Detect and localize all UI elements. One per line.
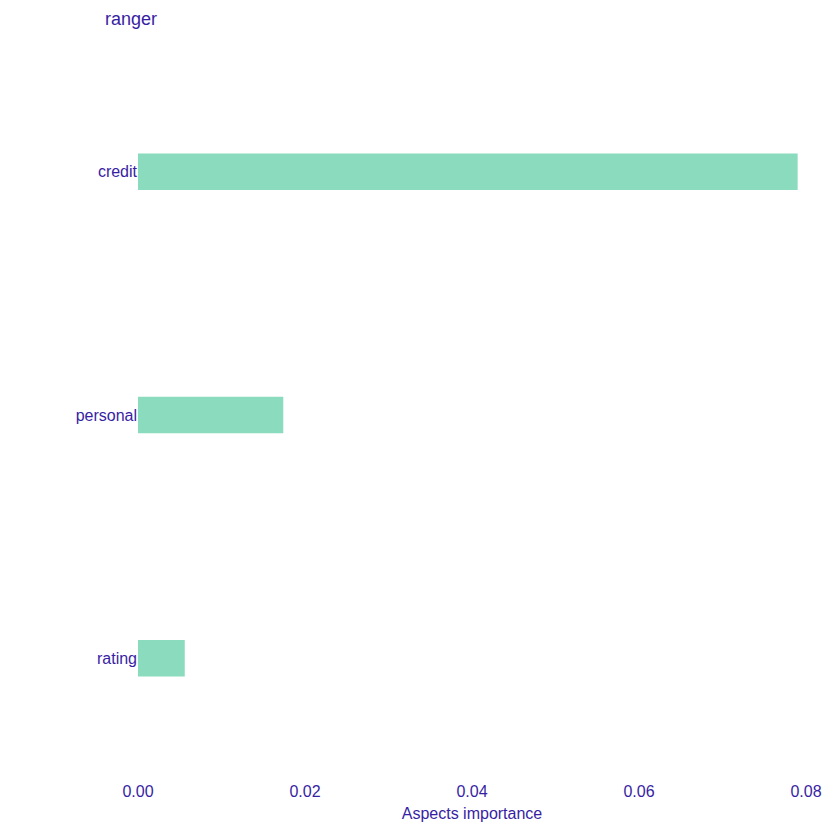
svg-text:0.02: 0.02 <box>289 783 320 800</box>
svg-text:credit: credit <box>98 163 138 180</box>
svg-text:0.00: 0.00 <box>122 783 153 800</box>
svg-text:0.04: 0.04 <box>456 783 487 800</box>
svg-text:personal: personal <box>76 407 137 424</box>
svg-text:rating: rating <box>97 650 137 667</box>
svg-text:0.06: 0.06 <box>623 783 654 800</box>
svg-text:ranger: ranger <box>105 9 157 29</box>
svg-text:0.08: 0.08 <box>790 783 821 800</box>
svg-text:Aspects importance: Aspects importance <box>402 805 543 822</box>
